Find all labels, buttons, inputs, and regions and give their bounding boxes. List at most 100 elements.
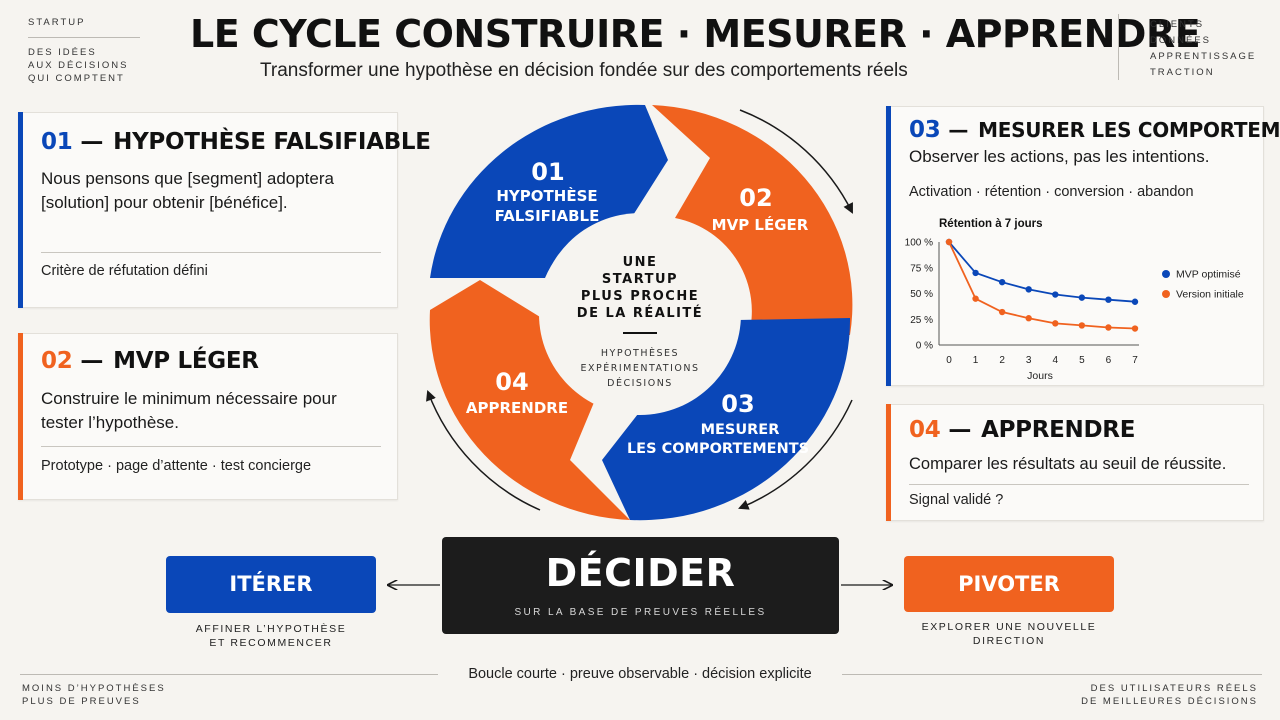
cycle-center xyxy=(539,213,741,415)
segment-label: FALSIFIABLE xyxy=(495,207,600,225)
decide-label: DÉCIDER xyxy=(545,551,736,595)
card-footer: Critère de réfutation défini xyxy=(41,263,208,279)
data-point xyxy=(972,295,979,302)
segment-number: 04 xyxy=(495,368,528,396)
title-dash: — xyxy=(948,118,969,142)
x-tick-label: 1 xyxy=(973,355,979,366)
card-divider xyxy=(41,252,381,253)
data-point xyxy=(1131,325,1139,332)
data-point xyxy=(1078,322,1086,329)
data-point xyxy=(998,308,1006,316)
card-footer: Signal validé ? xyxy=(909,492,1004,508)
card-footer: Activation · rétention · conversion · ab… xyxy=(909,184,1194,200)
card-accent-bar xyxy=(886,106,891,386)
header-right-list: CLIENTS DONNÉES APPRENTISSAGE TRACTION xyxy=(1150,17,1256,81)
center-line: STARTUP xyxy=(602,272,678,287)
center-line: UNE xyxy=(623,255,658,270)
pivot-caption: EXPLORER UNE NOUVELLE DIRECTION xyxy=(904,620,1114,648)
x-tick-label: 6 xyxy=(1106,355,1112,366)
card-body: Comparer les résultats au seuil de réuss… xyxy=(909,455,1227,473)
iterate-caption: AFFINER L’HYPOTHÈSE ET RECOMMENCER xyxy=(166,622,376,650)
tagline-line: AUX DÉCISIONS xyxy=(28,60,129,71)
title-text: APPRENDRE xyxy=(981,417,1136,443)
center-keyword: HYPOTHÈSES xyxy=(601,347,679,359)
keyword: TRACTION xyxy=(1150,67,1215,78)
header-left-tag: STARTUP xyxy=(28,17,86,28)
page-title: LE CYCLE CONSTRUIRE · MESURER · APPRENDR… xyxy=(190,12,1201,56)
decide-sublabel: SUR LA BASE DE PREUVES RÉELLES xyxy=(514,607,767,618)
footer-motto: Boucle courte · preuve observable · déci… xyxy=(468,666,812,682)
segment-label: HYPOTHÈSE xyxy=(496,186,597,205)
segment-number: 02 xyxy=(739,184,772,212)
data-point xyxy=(1131,298,1139,305)
x-tick-label: 7 xyxy=(1132,355,1138,366)
x-tick-label: 5 xyxy=(1079,355,1085,366)
card-title: 02 — MVP LÉGER xyxy=(41,348,259,374)
cycle-arrow xyxy=(426,390,541,511)
decide-panel[interactable]: DÉCIDER SUR LA BASE DE PREUVES RÉELLES xyxy=(442,537,839,634)
segment-label: APPRENDRE xyxy=(466,399,568,417)
center-line: PLUS PROCHE xyxy=(581,289,699,304)
legend-label: MVP optimisé xyxy=(1176,269,1241,281)
cycle-arrow xyxy=(738,399,853,510)
footer-right: DES UTILISATEURS RÉELS DE MEILLEURES DÉC… xyxy=(1081,682,1258,708)
y-tick-label: 100 % xyxy=(905,238,933,249)
data-point xyxy=(945,238,953,246)
card-measure: 03—MESURER LES COMPORTEMENTS Observer le… xyxy=(886,106,1280,386)
y-tick-label: 50 % xyxy=(910,289,933,300)
footer-line: MOINS D’HYPOTHÈSES xyxy=(22,683,166,694)
keyword: CLIENTS xyxy=(1150,19,1205,30)
title-text: MVP LÉGER xyxy=(113,348,259,374)
caption-line: EXPLORER UNE NOUVELLE xyxy=(921,621,1097,633)
pivot-button[interactable]: PIVOTER xyxy=(904,556,1114,612)
legend-marker xyxy=(1162,290,1170,298)
tagline-line: DES IDÉES xyxy=(28,47,97,58)
title-dash: — xyxy=(80,129,104,155)
x-tick-label: 0 xyxy=(946,355,952,366)
data-point xyxy=(1052,291,1059,298)
data-point xyxy=(1025,286,1032,293)
step-number: 04 xyxy=(909,417,941,443)
title-text: MESURER LES COMPORTEMENTS xyxy=(978,118,1280,142)
data-point xyxy=(998,278,1006,286)
data-point xyxy=(1052,320,1059,327)
legend-label: Version initiale xyxy=(1176,289,1244,301)
page-subtitle: Transformer une hypothèse en décision fo… xyxy=(260,60,908,81)
x-tick-label: 4 xyxy=(1053,355,1059,366)
center-line: DE LA RÉALITÉ xyxy=(577,305,703,321)
header-left-tagline: DES IDÉES AUX DÉCISIONS QUI COMPTENT xyxy=(28,46,128,85)
segment-label: MVP LÉGER xyxy=(712,215,809,234)
segment-measure xyxy=(602,318,851,521)
cycle-arrow xyxy=(739,109,853,214)
step-number: 03 xyxy=(909,117,941,143)
card-body: Observer les actions, pas les intentions… xyxy=(909,147,1210,166)
footer-line: DES UTILISATEURS RÉELS xyxy=(1090,683,1258,694)
header-right-divider xyxy=(1118,14,1119,80)
caption-line: AFFINER L’HYPOTHÈSE xyxy=(195,623,347,635)
card-accent-bar xyxy=(18,333,23,500)
card-accent-bar xyxy=(18,112,23,308)
data-point xyxy=(972,269,979,277)
y-tick-label: 75 % xyxy=(910,263,933,274)
footer-left: MOINS D’HYPOTHÈSES PLUS DE PREUVES xyxy=(22,682,166,708)
retention-chart: Rétention à 7 jours 0 % 25 % 50 % 75 % 100 % 0… xyxy=(905,218,1244,381)
y-tick-label: 0 % xyxy=(916,341,933,352)
card-accent-bar xyxy=(886,404,891,521)
center-keyword: EXPÉRIMENTATIONS xyxy=(581,362,700,374)
title-dash: — xyxy=(948,417,972,443)
card-divider xyxy=(41,446,381,447)
iterate-button[interactable]: ITÉRER xyxy=(166,556,376,613)
footer-line: DE MEILLEURES DÉCISIONS xyxy=(1081,696,1258,707)
title-text: HYPOTHÈSE FALSIFIABLE xyxy=(113,129,431,155)
title-dash: — xyxy=(80,348,104,374)
data-point xyxy=(1105,324,1112,331)
segment-number: 01 xyxy=(531,158,564,186)
footer-line: PLUS DE PREUVES xyxy=(22,696,141,707)
data-point xyxy=(1078,294,1086,301)
legend-marker xyxy=(1162,270,1170,278)
x-tick-label: 2 xyxy=(999,355,1005,366)
build-measure-learn-cycle: 01 HYPOTHÈSE FALSIFIABLE 02 MVP LÉGER 03… xyxy=(426,104,853,521)
center-keyword: DÉCISIONS xyxy=(607,377,673,389)
x-tick-label: 3 xyxy=(1026,355,1032,366)
keyword: DONNÉES xyxy=(1150,35,1211,46)
